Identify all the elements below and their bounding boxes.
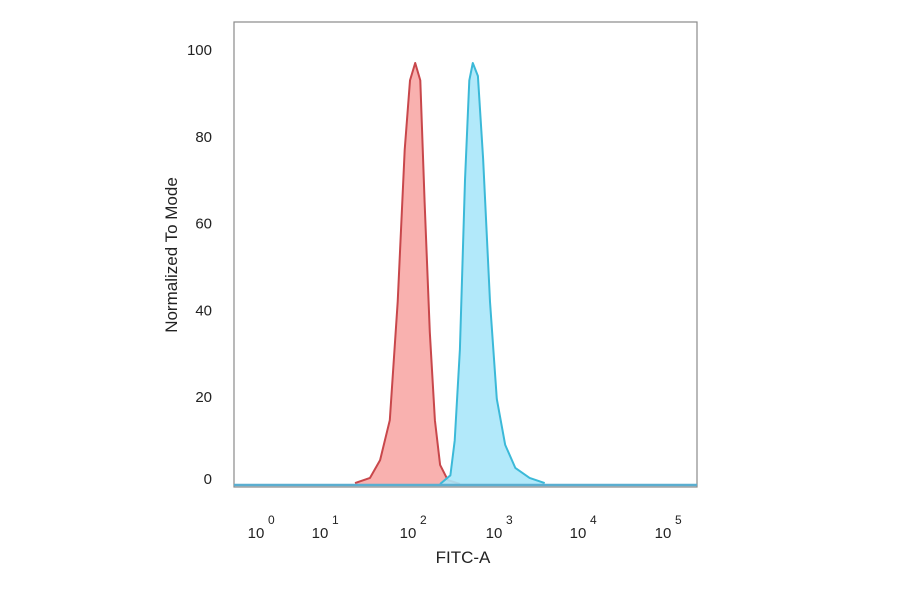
- x-tick-base: 10: [248, 525, 265, 542]
- x-tick-base: 10: [486, 525, 503, 542]
- x-tick-base: 10: [655, 525, 672, 542]
- x-tick-base: 10: [312, 525, 329, 542]
- x-tick-exponent: 4: [590, 513, 597, 527]
- x-tick-exponent: 5: [675, 513, 682, 527]
- x-axis-label: FITC-A: [436, 548, 491, 567]
- x-tick-exponent: 2: [420, 513, 427, 527]
- y-tick-label: 100: [187, 42, 212, 59]
- x-tick-exponent: 1: [332, 513, 339, 527]
- x-tick-base: 10: [570, 525, 587, 542]
- y-axis-label: Normalized To Mode: [162, 177, 181, 333]
- y-tick-label: 60: [195, 216, 212, 233]
- series-line-control: [354, 62, 461, 485]
- y-tick-label: 0: [204, 471, 212, 488]
- series-line-stained: [439, 62, 546, 485]
- y-tick-label: 80: [195, 129, 212, 146]
- y-tick-label: 40: [195, 302, 212, 319]
- plot-area: [354, 62, 546, 485]
- x-tick-base: 10: [400, 525, 417, 542]
- plot-frame: [233, 21, 698, 488]
- x-tick-exponent: 0: [268, 513, 275, 527]
- x-tick-exponent: 3: [506, 513, 513, 527]
- series-fill-control: [355, 63, 460, 485]
- y-tick-label: 20: [195, 389, 212, 406]
